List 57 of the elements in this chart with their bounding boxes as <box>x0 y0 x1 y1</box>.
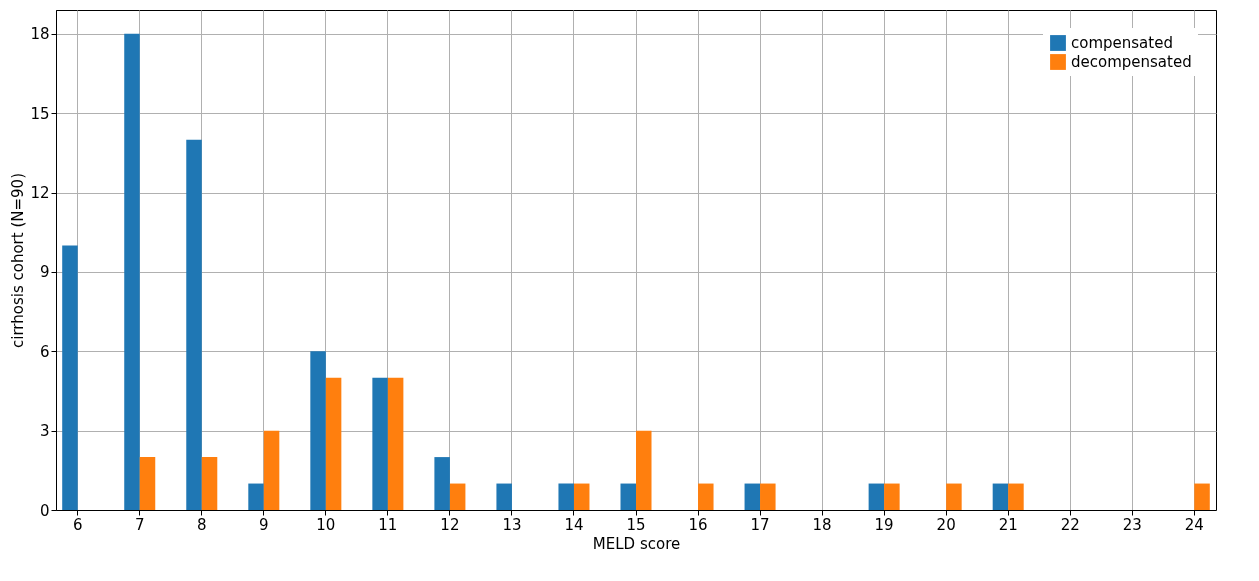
x-tick-label: 6 <box>72 515 83 534</box>
bar <box>946 483 962 510</box>
x-tick-label: 23 <box>1122 515 1142 534</box>
bar <box>387 377 404 510</box>
bar <box>636 430 652 510</box>
bar <box>558 483 574 510</box>
x-tick-label: 13 <box>502 515 522 534</box>
y-tick-label: 3 <box>39 422 50 441</box>
legend-label: compensated <box>1071 34 1173 52</box>
bar <box>744 483 761 510</box>
y-axis-title: cirrhosis cohort (N=90) <box>9 173 28 348</box>
y-tick-label: 9 <box>39 263 50 282</box>
y-tick-label: 12 <box>30 184 50 203</box>
y-tick-label: 6 <box>39 342 50 361</box>
x-tick-label: 8 <box>197 515 207 534</box>
x-tick-label: 15 <box>626 515 646 534</box>
bar <box>325 377 342 510</box>
bar <box>372 377 388 510</box>
x-tick-label: 24 <box>1184 515 1204 534</box>
bar <box>992 483 1009 510</box>
bar <box>449 483 466 510</box>
x-tick-label: 14 <box>564 515 584 534</box>
bar <box>139 457 156 510</box>
bar <box>620 483 636 510</box>
bar <box>263 430 280 510</box>
bar <box>124 33 140 510</box>
y-tick-label: 18 <box>30 25 50 44</box>
bar <box>310 351 326 510</box>
x-tick-label: 19 <box>874 515 894 534</box>
bar <box>248 483 264 510</box>
bar <box>434 457 450 510</box>
bar <box>496 483 512 510</box>
x-tick-label: 11 <box>378 515 398 534</box>
bar <box>698 483 714 510</box>
bar <box>1194 483 1210 510</box>
bar <box>760 483 776 510</box>
bar <box>1008 483 1024 510</box>
y-tick-label: 0 <box>39 501 50 520</box>
x-tick-label: 12 <box>440 515 460 534</box>
bar <box>884 483 900 510</box>
x-tick-label: 7 <box>134 515 145 534</box>
bar <box>573 483 590 510</box>
x-tick-label: 20 <box>936 515 956 534</box>
legend-label: decompensated <box>1071 53 1192 71</box>
x-tick-label: 18 <box>812 515 832 534</box>
x-tick-label: 10 <box>316 515 336 534</box>
bar <box>201 457 218 510</box>
bar <box>186 139 202 510</box>
x-tick-label: 16 <box>688 515 708 534</box>
bar <box>868 483 885 510</box>
x-tick-label: 17 <box>750 515 770 534</box>
y-tick-label: 15 <box>30 104 50 123</box>
x-tick-label: 22 <box>1060 515 1080 534</box>
bar <box>62 245 78 510</box>
x-axis-title: MELD score <box>592 534 681 553</box>
x-tick-label: 9 <box>259 515 269 534</box>
x-tick-label: 21 <box>998 515 1018 534</box>
